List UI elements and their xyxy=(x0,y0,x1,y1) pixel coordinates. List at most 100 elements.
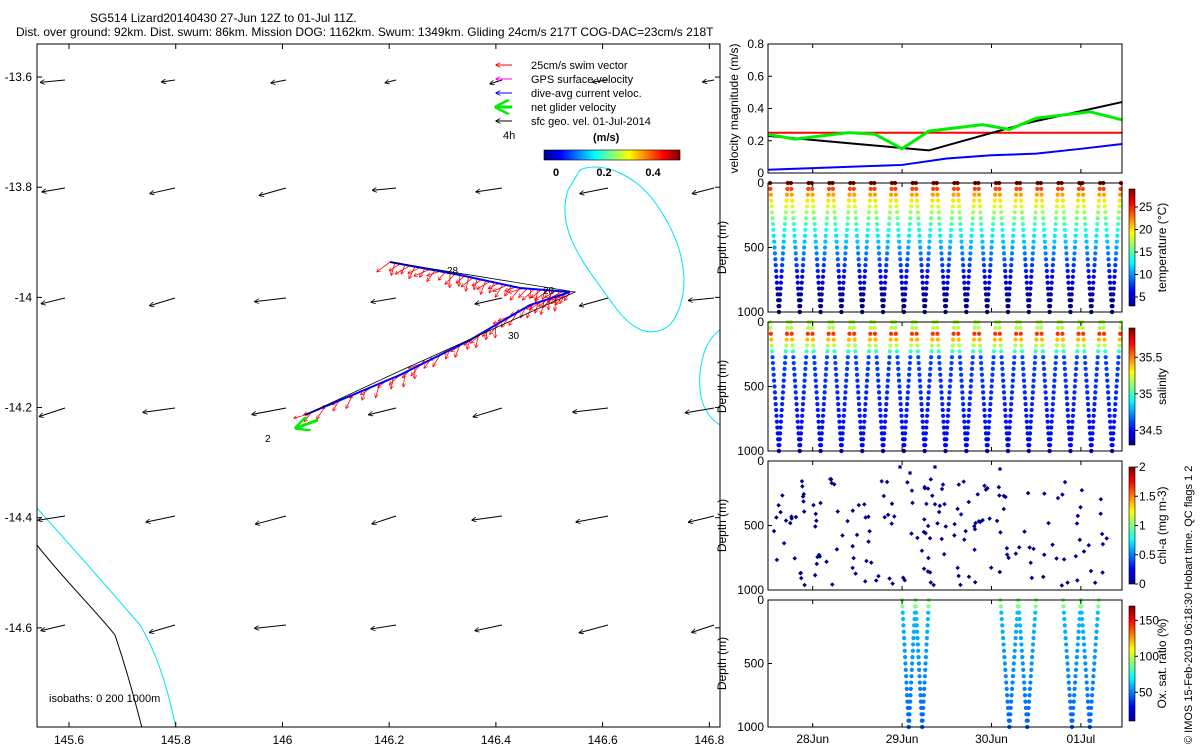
profile-point xyxy=(1051,384,1057,389)
profile-point xyxy=(1096,204,1101,209)
oxy-point xyxy=(909,680,914,685)
profile-point xyxy=(1080,186,1085,191)
profile-point xyxy=(1105,239,1110,244)
profile-point xyxy=(1102,204,1107,209)
swim-vector xyxy=(536,289,539,302)
oxy-point xyxy=(1013,629,1019,634)
profile-point xyxy=(792,233,797,238)
profile-point xyxy=(1022,390,1027,395)
profile-point xyxy=(1007,280,1013,285)
profile-point xyxy=(991,216,996,221)
profile-point xyxy=(790,210,796,215)
sfc-geo-vector xyxy=(150,187,176,194)
chl-point xyxy=(799,478,805,484)
oxy-point xyxy=(1075,642,1080,647)
profile-point xyxy=(961,413,967,418)
oxy-point xyxy=(923,655,928,660)
profile-point xyxy=(999,360,1005,366)
sfc-geo-vector xyxy=(369,407,397,415)
swim-vector xyxy=(455,344,461,357)
profile-point xyxy=(770,360,775,366)
profile-point xyxy=(968,245,973,250)
chl-point xyxy=(922,517,927,522)
profile-point xyxy=(858,286,863,291)
profile-point xyxy=(854,372,860,377)
oxy-point xyxy=(910,661,915,666)
profile-point xyxy=(1048,431,1053,436)
profile-point xyxy=(1094,233,1099,238)
profile-point xyxy=(899,413,904,418)
profile-point xyxy=(864,378,870,383)
profile-point xyxy=(965,292,970,297)
profile-point xyxy=(1069,431,1074,436)
profile-point xyxy=(821,407,826,413)
profile-point xyxy=(1010,384,1015,389)
profile-point xyxy=(1021,378,1027,383)
profile-point xyxy=(987,280,992,285)
profile-point xyxy=(1073,227,1079,233)
profile-point xyxy=(903,286,908,291)
profile-point xyxy=(802,384,807,389)
profile-point xyxy=(779,413,784,418)
profile-point xyxy=(791,360,796,366)
map-xtick-label: 146.6 xyxy=(588,733,618,747)
oxy-point xyxy=(1072,680,1078,685)
profile-point xyxy=(946,407,951,413)
chl-point xyxy=(881,493,887,499)
profile-point xyxy=(988,401,993,407)
profile-point xyxy=(988,396,993,401)
profile-point xyxy=(772,245,777,250)
profile-point xyxy=(872,331,878,336)
profile-point xyxy=(1114,239,1120,244)
profile-point xyxy=(993,186,998,191)
profile-point xyxy=(840,437,845,442)
profile-point xyxy=(983,425,988,430)
profile-point xyxy=(1055,198,1060,203)
profile-point xyxy=(1013,343,1018,348)
profile-point xyxy=(841,274,846,279)
chl-point xyxy=(958,582,963,588)
profile-point xyxy=(960,396,965,401)
profile-point xyxy=(1054,204,1059,209)
profile-point xyxy=(826,198,831,203)
profile-point xyxy=(844,233,849,238)
profile-point xyxy=(1035,186,1040,191)
profile-point xyxy=(1060,337,1065,342)
profile-point xyxy=(791,355,796,360)
profile-point xyxy=(1055,337,1060,342)
profile-point xyxy=(1009,251,1015,256)
profile-point xyxy=(844,378,849,383)
profile-point xyxy=(1050,407,1055,413)
profile-point xyxy=(860,298,866,303)
profile-point xyxy=(923,292,929,297)
profile-point xyxy=(1083,366,1088,372)
oxy-point xyxy=(1011,661,1016,666)
profile-point xyxy=(983,280,988,285)
profile-point xyxy=(1085,401,1091,407)
profile-point xyxy=(1053,227,1058,233)
profile-point xyxy=(1083,372,1089,377)
oxy-point xyxy=(914,610,919,615)
profile-point xyxy=(1110,437,1116,442)
profile-point xyxy=(1029,401,1035,407)
profile-point xyxy=(826,186,832,191)
profile-point xyxy=(784,337,789,342)
chl-point xyxy=(824,559,829,564)
profile-point xyxy=(801,257,806,262)
profile-point xyxy=(865,366,870,372)
profile-point xyxy=(987,268,993,274)
profile-point xyxy=(956,198,961,203)
chl-point xyxy=(941,551,947,557)
swim-vector xyxy=(548,290,553,303)
profile-point xyxy=(947,251,952,256)
profile-point xyxy=(941,425,947,430)
profile-point xyxy=(989,384,994,389)
profile-point xyxy=(965,437,970,442)
profile-point xyxy=(906,378,911,383)
sfc-geo-vector xyxy=(692,187,715,194)
profile-point xyxy=(785,186,790,191)
oxy-point xyxy=(1073,667,1079,672)
chl-point xyxy=(866,539,871,544)
profile-point xyxy=(986,431,991,436)
profile-point xyxy=(899,280,904,285)
